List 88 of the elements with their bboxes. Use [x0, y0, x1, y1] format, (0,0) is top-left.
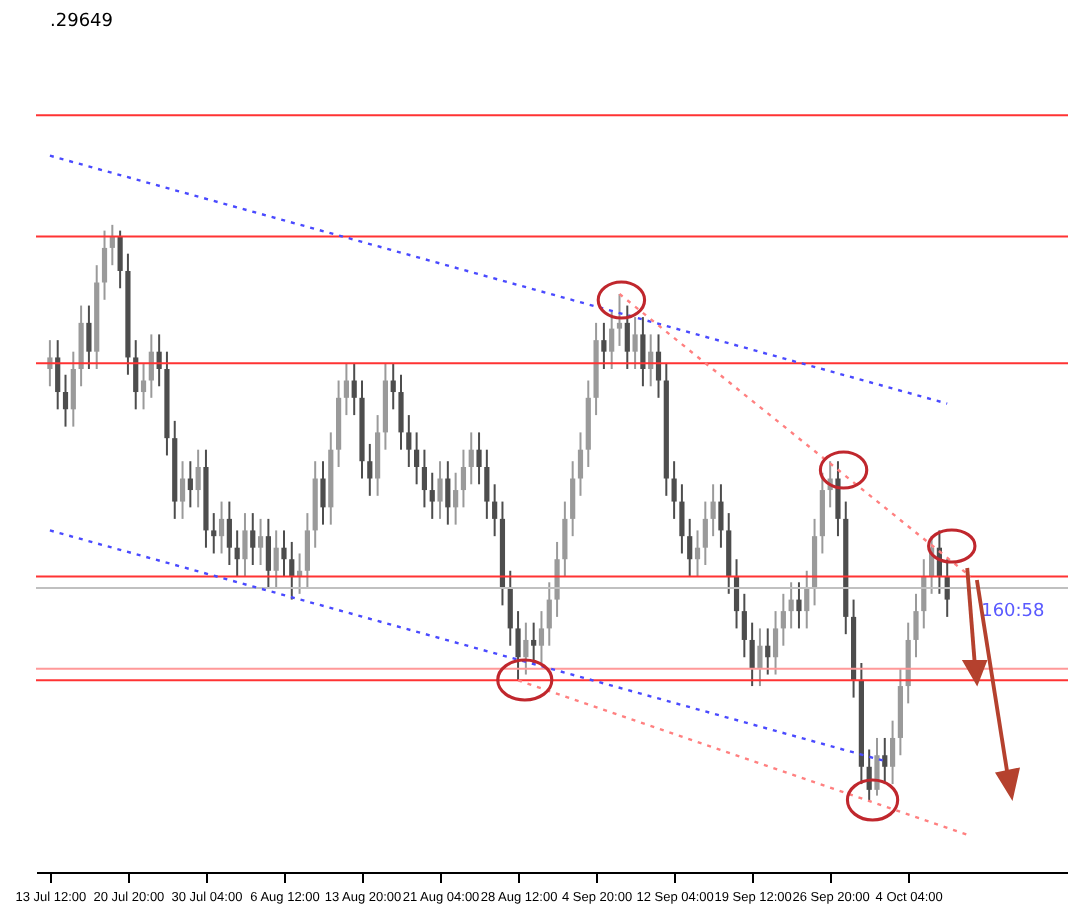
- candlestick: [414, 431, 420, 486]
- candlestick: [546, 581, 552, 647]
- candlestick: [242, 512, 248, 578]
- candlestick: [78, 304, 84, 388]
- candlestick: [421, 448, 428, 509]
- candlestick: [484, 448, 490, 520]
- candlestick: [538, 610, 545, 665]
- candlestick: [460, 448, 467, 509]
- candlestick: [726, 512, 732, 595]
- candlestick: [757, 627, 763, 688]
- candlestick: [749, 621, 755, 688]
- candlestick: [694, 529, 701, 578]
- candlestick: [476, 431, 482, 486]
- candlestick: [780, 592, 786, 647]
- candlestick: [632, 316, 638, 370]
- candlestick: [86, 304, 92, 370]
- candlestick: [445, 460, 451, 526]
- candlestick: [453, 471, 459, 526]
- candlestick: [351, 362, 357, 417]
- candlestick: [398, 373, 404, 451]
- candlestick: [70, 350, 76, 428]
- candlestick: [687, 517, 693, 578]
- candlestick: [429, 471, 435, 520]
- candlestick: [195, 448, 201, 509]
- candlestick: [835, 460, 841, 538]
- candlestick: [624, 304, 630, 370]
- candlestick: [718, 483, 724, 549]
- candlestick: [796, 581, 802, 630]
- candlestick: [133, 339, 139, 411]
- candlestick: [819, 471, 825, 555]
- candlestick: [55, 339, 61, 411]
- candlestick: [367, 442, 373, 497]
- candlestick: [234, 529, 240, 578]
- candlestick: [289, 540, 295, 601]
- candlestick: [577, 431, 584, 497]
- candlestick: [304, 512, 310, 590]
- candlestick: [570, 460, 576, 538]
- candlestick: [273, 529, 279, 590]
- candlestick: [320, 460, 326, 526]
- candlestick: [390, 362, 396, 411]
- candlestick: [710, 483, 716, 538]
- candlestick: [211, 512, 217, 555]
- candlestick: [523, 621, 529, 676]
- candlestick: [515, 610, 521, 682]
- annotation: 160:58: [981, 601, 1046, 622]
- candlestick: [187, 460, 193, 509]
- candlestick: [882, 736, 888, 786]
- candlestick: [250, 512, 256, 566]
- candlestick: [874, 736, 880, 797]
- candlestick: [148, 333, 154, 399]
- candlestick: [741, 592, 747, 659]
- text: .29649: [50, 12, 114, 32]
- candlestick: [601, 321, 607, 370]
- candlestick: [62, 373, 69, 428]
- candlestick: [47, 339, 53, 388]
- candlestick: [788, 581, 794, 630]
- candlestick: [562, 500, 568, 578]
- candlestick: [492, 483, 498, 538]
- candlestick: [804, 569, 810, 630]
- candlestick: [616, 293, 623, 347]
- candlestick: [640, 316, 646, 388]
- candlestick: [281, 529, 287, 578]
- candlestick: [765, 627, 771, 676]
- candlestick: [375, 414, 381, 497]
- candlestick: [913, 592, 919, 659]
- candlestick: [468, 431, 474, 486]
- candlestick: [101, 229, 108, 301]
- candlestick: [343, 362, 349, 417]
- candlestick: [140, 362, 147, 411]
- candlestick: [679, 483, 685, 555]
- candlestick: [889, 719, 896, 786]
- candlestick: [218, 500, 225, 555]
- candlestick: [531, 621, 537, 665]
- candlestick: [406, 414, 412, 468]
- candlestick: [507, 569, 513, 647]
- candlestick: [117, 229, 123, 290]
- candlestick: [265, 517, 271, 590]
- candlestick: [179, 460, 186, 520]
- candlestick: [702, 500, 708, 566]
- candlestick: [671, 460, 677, 520]
- candlestick: [772, 610, 779, 676]
- candlestick: [655, 333, 662, 399]
- candlestick: [257, 517, 264, 566]
- candlestick: [109, 223, 115, 267]
- candlestick: [226, 500, 232, 566]
- candlestick: [437, 460, 443, 520]
- candlestick: [609, 310, 615, 370]
- candlestick: [554, 540, 560, 618]
